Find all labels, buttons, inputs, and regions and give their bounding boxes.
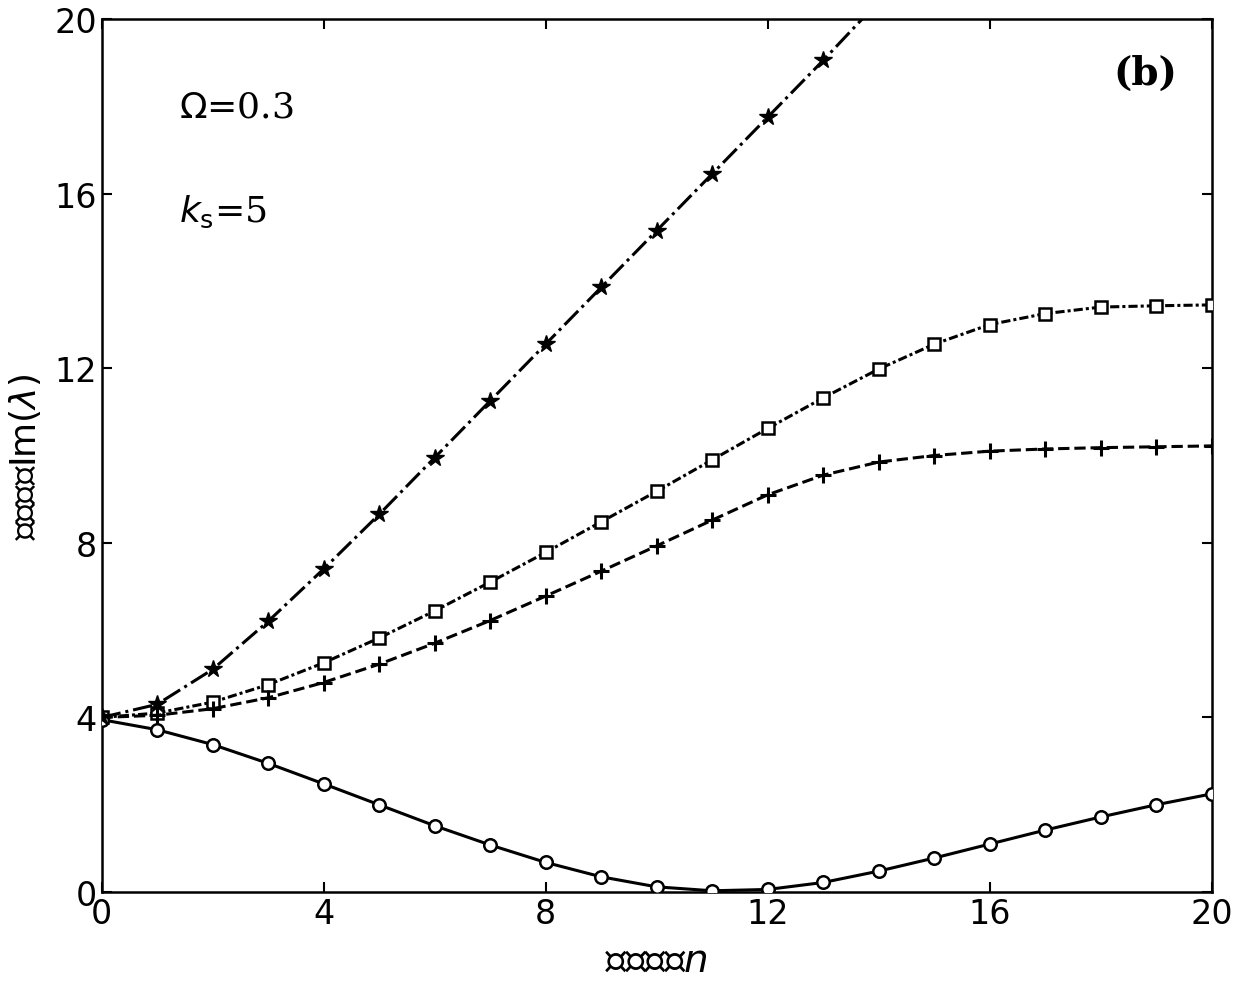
Y-axis label: 固有频率$\mathrm{Im}(\lambda)$: 固有频率$\mathrm{Im}(\lambda)$ xyxy=(7,373,43,539)
Text: $\it{\Omega}$=0.3: $\it{\Omega}$=0.3 xyxy=(180,90,294,124)
X-axis label: 振动波数$n$: 振动波数$n$ xyxy=(605,941,708,979)
Text: $k_\mathrm{s}$=5: $k_\mathrm{s}$=5 xyxy=(180,193,267,230)
Text: (b): (b) xyxy=(1114,55,1177,93)
